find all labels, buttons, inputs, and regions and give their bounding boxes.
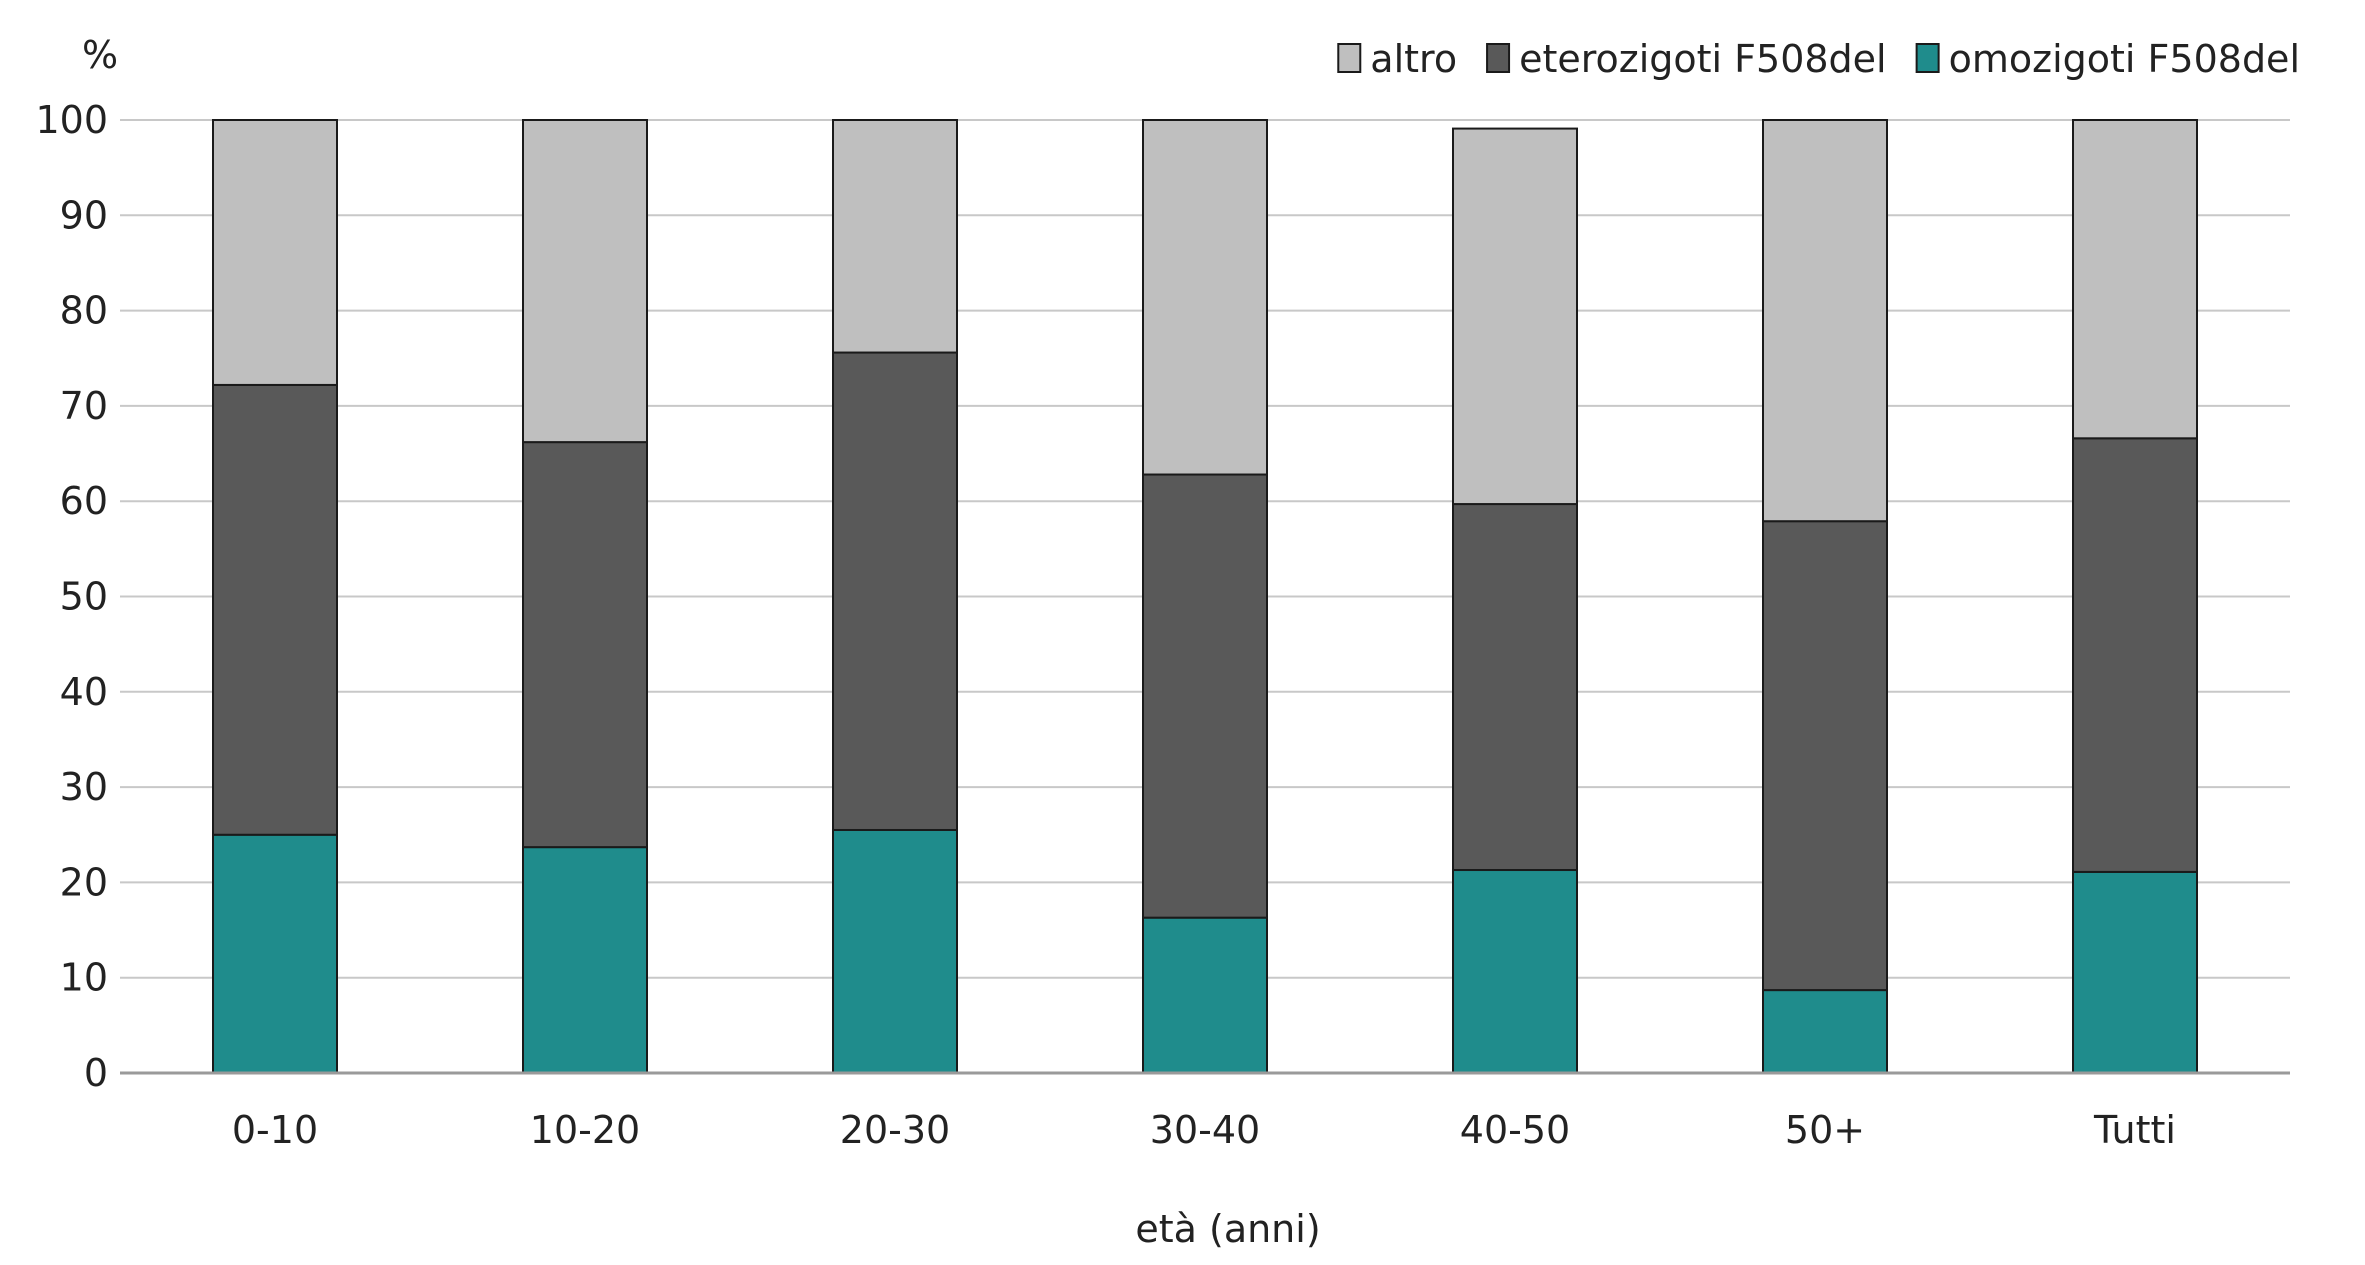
bar-segment-omozigoti-20-30 — [832, 828, 958, 1074]
y-axis-label: % — [82, 33, 118, 77]
legend-label: altro — [1370, 37, 1457, 81]
y-tick-label: 10 — [60, 956, 108, 1000]
bar-segment-eterozigoti-50+ — [1762, 520, 1888, 992]
bar-segment-eterozigoti-20-30 — [832, 351, 958, 831]
y-tick-label: 50 — [60, 575, 108, 619]
bar-segment-omozigoti-50+ — [1762, 989, 1888, 1074]
y-tick-label: 80 — [60, 289, 108, 333]
x-tick-label: 40-50 — [1460, 1108, 1570, 1152]
bar-segment-altro-30-40 — [1142, 119, 1268, 476]
y-axis-ticks: 0 10 20 30 40 50 60 70 80 90 100 — [35, 98, 108, 1095]
y-tick-label: 30 — [60, 765, 108, 809]
y-tick-label: 90 — [60, 193, 108, 237]
bars — [212, 119, 2198, 1075]
y-tick-label: 70 — [60, 384, 108, 428]
bar-segment-omozigoti-Tutti — [2072, 870, 2198, 1074]
bar-segment-altro-10-20 — [522, 119, 648, 444]
bar-segment-altro-Tutti — [2072, 119, 2198, 440]
bar-segment-altro-0-10 — [212, 119, 338, 386]
legend-label: eterozigoti F508del — [1519, 37, 1887, 81]
legend: altro eterozigoti F508del omozigoti F508de… — [1337, 37, 2300, 81]
x-tick-label: Tutti — [2093, 1108, 2176, 1152]
bar-segment-altro-20-30 — [832, 119, 958, 354]
y-tick-label: 20 — [60, 860, 108, 904]
bar-segment-omozigoti-40-50 — [1452, 869, 1578, 1074]
legend-swatch — [1337, 43, 1362, 73]
bar-segment-eterozigoti-0-10 — [212, 383, 338, 836]
legend-label: omozigoti F508del — [1949, 37, 2300, 81]
x-tick-label: 50+ — [1785, 1108, 1865, 1152]
y-tick-label: 0 — [84, 1051, 108, 1095]
bar-segment-eterozigoti-10-20 — [522, 441, 648, 849]
bar-segment-eterozigoti-30-40 — [1142, 473, 1268, 919]
x-tick-label: 20-30 — [840, 1108, 950, 1152]
y-tick-label: 100 — [35, 98, 108, 142]
x-axis-ticks: 0-10 10-20 20-30 30-40 40-50 50+ Tutti — [232, 1108, 2176, 1152]
bar-segment-omozigoti-30-40 — [1142, 916, 1268, 1075]
legend-swatch — [1915, 43, 1940, 73]
bar-segment-eterozigoti-40-50 — [1452, 503, 1578, 872]
x-tick-label: 10-20 — [530, 1108, 640, 1152]
y-tick-label: 60 — [60, 479, 108, 523]
x-tick-label: 0-10 — [232, 1108, 318, 1152]
legend-swatch — [1486, 43, 1511, 73]
bar-segment-omozigoti-10-20 — [522, 846, 648, 1074]
y-tick-label: 40 — [60, 670, 108, 714]
bar-segment-altro-40-50 — [1452, 127, 1578, 506]
x-tick-label: 30-40 — [1150, 1108, 1260, 1152]
bar-segment-omozigoti-0-10 — [212, 833, 338, 1074]
bar-segment-eterozigoti-Tutti — [2072, 437, 2198, 873]
x-axis-label: età (anni) — [1135, 1207, 1320, 1251]
bar-segment-altro-50+ — [1762, 119, 1888, 523]
